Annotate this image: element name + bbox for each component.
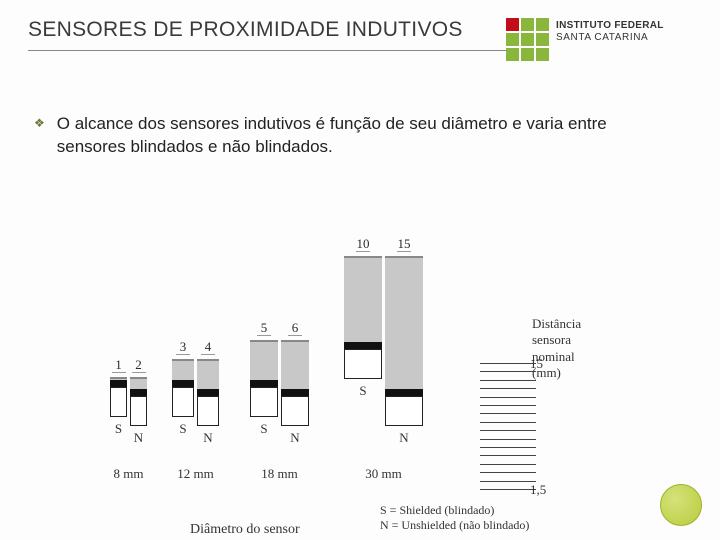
ifsc-logo: INSTITUTO FEDERAL SANTA CATARINA [506, 18, 696, 61]
distance-ruler [480, 364, 540, 490]
bar-cap [344, 342, 382, 349]
ruler-min-label: 1,5 [530, 482, 546, 498]
logo-grid-icon [506, 18, 549, 61]
sensor-column: 3S [172, 340, 194, 446]
sn-label: N [203, 430, 212, 446]
diameter-label: 30 mm [344, 465, 423, 482]
logo-line2: SANTA CATARINA [556, 32, 664, 44]
sensor-column: 6N [281, 321, 309, 446]
bar [344, 256, 382, 342]
bar-value-label: 10 [356, 237, 370, 252]
sensor-body-box [130, 396, 147, 426]
sn-label: S [260, 421, 267, 437]
title-block: SENSORES DE PROXIMIDADE INDUTIVOS [28, 18, 506, 51]
bar [385, 256, 423, 389]
bar-value-label: 2 [132, 358, 146, 373]
sensor-column: 2N [130, 358, 147, 446]
bar [250, 340, 278, 380]
diameter-label: 12 mm [172, 465, 219, 482]
sn-label: N [399, 430, 408, 446]
bar-cap [281, 389, 309, 396]
sensor-body-box [281, 396, 309, 426]
bar [130, 377, 147, 389]
sensor-group: 3S4N [172, 340, 219, 446]
sensor-group: 1S2N [110, 358, 147, 446]
bar [281, 340, 309, 389]
bar-value-label: 1 [112, 358, 126, 373]
sn-label: N [134, 430, 143, 446]
bar-value-label: 4 [201, 340, 215, 355]
chart-legend: S = Shielded (blindado)N = Unshielded (n… [380, 503, 529, 534]
sensor-body-box [250, 387, 278, 417]
sensor-body-box [197, 396, 219, 426]
bullet-icon: ❖ [34, 116, 45, 130]
diameter-label: 8 mm [110, 465, 147, 482]
slide-header: SENSORES DE PROXIMIDADE INDUTIVOS INSTIT… [0, 0, 720, 61]
page-title: SENSORES DE PROXIMIDADE INDUTIVOS [28, 18, 506, 51]
sensor-body-box [385, 396, 423, 426]
bar-cap [130, 389, 147, 396]
sn-label: S [359, 383, 366, 399]
y-axis-label: Distânciasensoranominal(mm) [532, 316, 581, 381]
sensor-group: 10 S 15 N [344, 237, 423, 446]
sn-label: S [179, 421, 186, 437]
bar [197, 359, 219, 389]
logo-line1: INSTITUTO FEDERAL [556, 20, 664, 32]
bar-value-label: 15 [397, 237, 411, 252]
sensor-column: 1S [110, 358, 127, 446]
bars-area: 1S2N8 mm3S4N12 mm5S6N18 mm10S15N30 mm [110, 220, 470, 446]
sensor-body-box [344, 349, 382, 379]
decorative-circle-icon [660, 484, 702, 526]
bar-cap [250, 380, 278, 387]
bar-value-label: 6 [288, 321, 302, 336]
sensor-range-chart: 1S2N8 mm3S4N12 mm5S6N18 mm10S15N30 mm 15… [90, 220, 650, 520]
sensor-column: 4N [197, 340, 219, 446]
sensor-column: 5S [250, 321, 278, 446]
bar-cap [110, 380, 127, 387]
sn-label: N [290, 430, 299, 446]
bar [172, 359, 194, 380]
bar-value-label: 3 [176, 340, 190, 355]
bar-cap [172, 380, 194, 387]
sn-label: S [115, 421, 122, 437]
sensor-column: 15 N [385, 237, 423, 446]
sensor-group: 5S6N [250, 321, 309, 446]
sensor-body-box [172, 387, 194, 417]
sensor-body-box [110, 387, 127, 417]
x-axis-title: Diâmetro do sensor [190, 522, 300, 538]
bullet-text: O alcance dos sensores indutivos é funçã… [57, 113, 670, 159]
bullet-row: ❖ O alcance dos sensores indutivos é fun… [0, 61, 720, 159]
bar-cap [385, 389, 423, 396]
logo-text: INSTITUTO FEDERAL SANTA CATARINA [556, 18, 664, 44]
diameter-label: 18 mm [250, 465, 309, 482]
bar-cap [197, 389, 219, 396]
bar-value-label: 5 [257, 321, 271, 336]
sensor-column: 10 S [344, 237, 382, 446]
